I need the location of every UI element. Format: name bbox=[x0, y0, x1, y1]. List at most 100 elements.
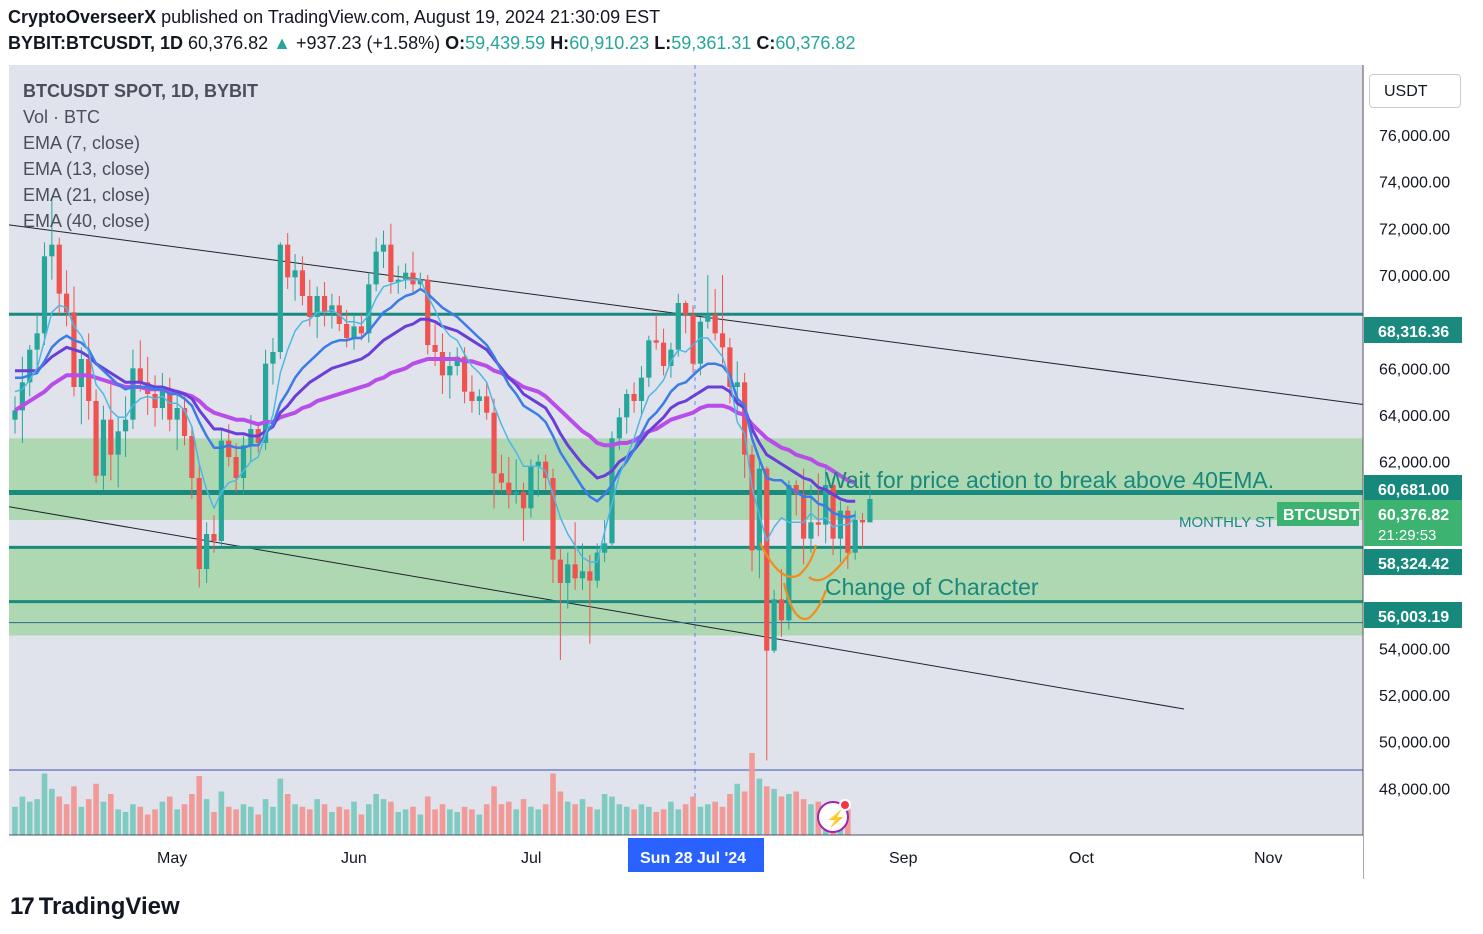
volume-bar bbox=[351, 801, 357, 835]
symbol-info-line: BYBIT:BTCUSDT, 1D 60,376.82 ▲ +937.23 (+… bbox=[8, 33, 855, 54]
volume-bar bbox=[491, 786, 497, 835]
candle-body bbox=[653, 340, 659, 343]
candle-body bbox=[793, 485, 799, 495]
volume-bar bbox=[763, 786, 770, 835]
price-tick-label: 62,000.00 bbox=[1379, 455, 1450, 472]
close-label: C: bbox=[756, 33, 776, 53]
price-tick-label: 66,000.00 bbox=[1379, 361, 1450, 378]
volume-bar bbox=[461, 806, 468, 835]
volume-bar bbox=[631, 809, 637, 835]
candle-body bbox=[19, 382, 25, 411]
volume-bar bbox=[469, 809, 475, 835]
candle-body bbox=[697, 321, 704, 364]
volume-bar bbox=[542, 804, 549, 835]
change-value: +937.23 (+1.58%) bbox=[295, 33, 441, 53]
alert-dot-icon bbox=[839, 799, 851, 811]
volume-bar bbox=[26, 801, 33, 835]
crosshair-date-label: Sun 28 Jul '24 bbox=[640, 850, 746, 867]
candle-body bbox=[432, 345, 438, 352]
volume-bar bbox=[93, 783, 99, 835]
volume-bar bbox=[388, 801, 394, 835]
candle-body bbox=[764, 468, 770, 651]
volume-bar bbox=[704, 804, 711, 835]
volume-bar bbox=[424, 796, 431, 835]
price-label: 56,003.19 bbox=[1378, 609, 1449, 626]
publish-text: published on TradingView.com, August 19,… bbox=[156, 7, 661, 27]
candle-body bbox=[646, 340, 652, 378]
candle-body bbox=[78, 359, 84, 387]
volume-bar bbox=[321, 804, 328, 835]
volume-bar bbox=[528, 806, 534, 835]
candle-body bbox=[321, 296, 328, 313]
volume-bar bbox=[41, 773, 48, 835]
volume-bar bbox=[240, 804, 247, 835]
candle-body bbox=[594, 552, 600, 581]
price-chart[interactable]: Wait for price action to break above 40E… bbox=[9, 65, 1473, 879]
candle-body bbox=[403, 272, 409, 280]
close-value: 60,376.82 bbox=[775, 33, 856, 53]
candle-body bbox=[469, 391, 475, 401]
volume-bar bbox=[557, 791, 564, 835]
candle-body bbox=[587, 571, 593, 581]
candle-body bbox=[41, 256, 48, 334]
candle-body bbox=[366, 284, 372, 334]
candle-body bbox=[63, 293, 70, 313]
candle-body bbox=[859, 520, 866, 523]
legend-main-series[interactable]: BTCUSDT SPOT, 1D, BYBIT bbox=[23, 81, 259, 101]
price-tick-label: 54,000.00 bbox=[1379, 641, 1450, 658]
candle-body bbox=[786, 485, 792, 621]
legend-ema7[interactable]: EMA (7, close) bbox=[23, 133, 141, 153]
time-tick-label: Jun bbox=[341, 850, 367, 867]
candle-body bbox=[535, 461, 541, 467]
candle-body bbox=[373, 251, 379, 285]
tradingview-logo[interactable]: 17 TradingView bbox=[10, 893, 180, 921]
volume-bar bbox=[292, 804, 298, 835]
legend-ema13[interactable]: EMA (13, close) bbox=[23, 159, 151, 179]
candle-body bbox=[557, 559, 563, 583]
volume-bar bbox=[78, 806, 85, 835]
open-value: 59,439.59 bbox=[465, 33, 546, 53]
author-name[interactable]: CryptoOverseerX bbox=[8, 7, 157, 27]
candle-body bbox=[668, 349, 674, 366]
ema21-line bbox=[15, 317, 856, 503]
candle-body bbox=[218, 440, 224, 541]
volume-bar bbox=[307, 809, 313, 835]
volume-bar bbox=[225, 806, 232, 835]
candle-body bbox=[174, 408, 180, 420]
time-tick-label: Oct bbox=[1069, 850, 1094, 867]
volume-bar bbox=[115, 809, 121, 835]
volume-bar bbox=[564, 801, 571, 835]
candle-body bbox=[115, 431, 121, 455]
volume-bar bbox=[668, 801, 674, 835]
candle-body bbox=[93, 401, 99, 476]
legend-ema40[interactable]: EMA (40, close) bbox=[23, 211, 151, 231]
candle-body bbox=[329, 305, 335, 313]
legend-volume[interactable]: Vol · BTC bbox=[23, 107, 101, 127]
candle-body bbox=[800, 494, 807, 539]
candle-body bbox=[756, 468, 762, 551]
candle-body bbox=[152, 394, 158, 408]
volume-bar bbox=[181, 804, 188, 835]
alert-icon[interactable] bbox=[817, 801, 849, 833]
countdown-label: 21:29:53 bbox=[1378, 527, 1436, 544]
candle-body bbox=[513, 492, 519, 495]
price-label: 68,316.36 bbox=[1378, 324, 1449, 341]
volume-bar bbox=[144, 814, 151, 835]
volume-bar bbox=[373, 794, 379, 835]
candle-body bbox=[277, 244, 283, 352]
candle-body bbox=[771, 599, 777, 651]
volume-bar bbox=[329, 811, 335, 835]
volume-bar bbox=[432, 809, 438, 835]
candle-body bbox=[719, 333, 726, 348]
volume-bar bbox=[594, 809, 601, 835]
candles bbox=[12, 198, 873, 761]
candle-body bbox=[226, 440, 232, 457]
legend-ema21[interactable]: EMA (21, close) bbox=[23, 185, 151, 205]
volume-bar bbox=[255, 814, 262, 835]
tradingview-logo-icon: 17 bbox=[10, 893, 35, 920]
currency-button[interactable]: USDT bbox=[1369, 74, 1461, 108]
candle-body bbox=[344, 324, 350, 338]
candle-body bbox=[565, 564, 571, 583]
volume-bar bbox=[417, 814, 424, 835]
volume-bar bbox=[638, 804, 645, 835]
